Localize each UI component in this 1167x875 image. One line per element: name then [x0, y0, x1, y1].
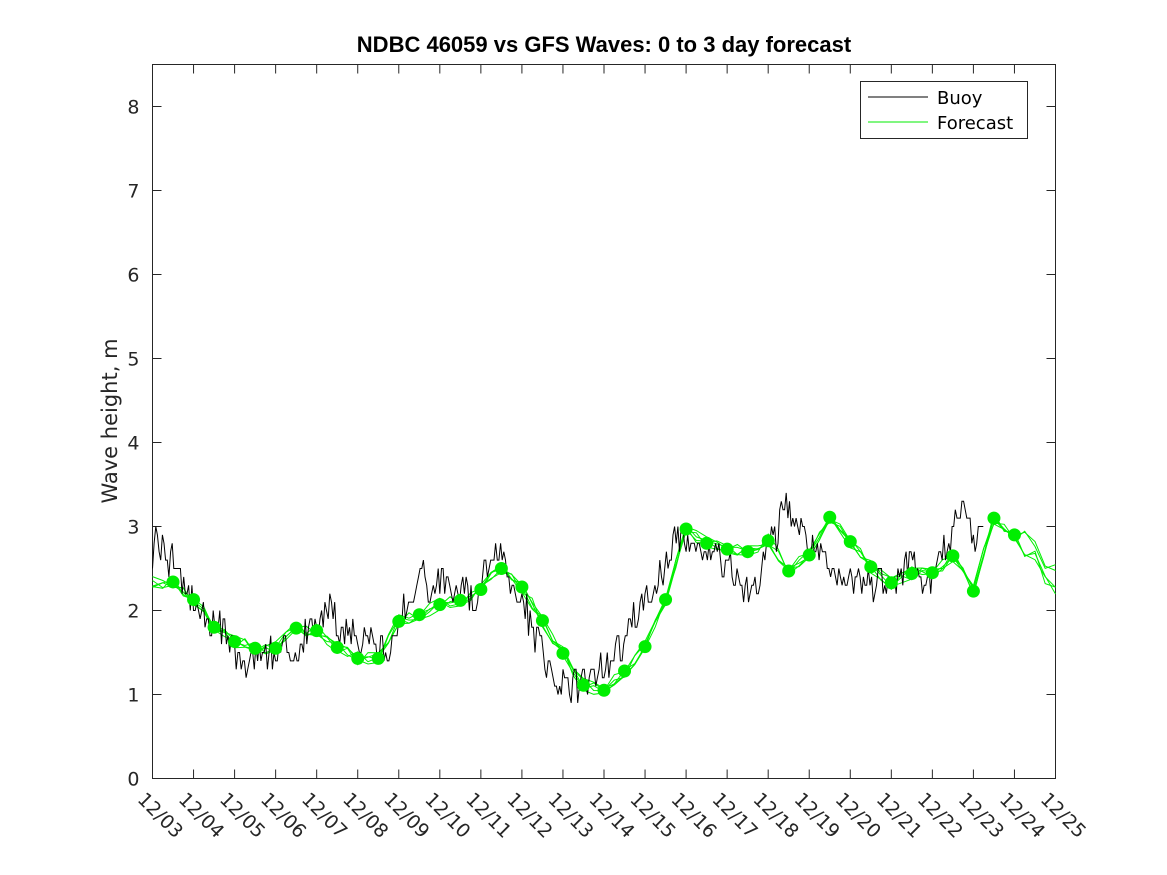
- x-tick-labels: 12/0312/0412/0512/0612/0712/0812/0912/10…: [133, 788, 1090, 842]
- forecast-point-32: [823, 510, 837, 524]
- x-tick-label-13: 12/16: [667, 788, 721, 842]
- x-tick-label-7: 12/10: [420, 788, 474, 842]
- y-tick-label-1: 1: [127, 685, 139, 707]
- legend: Buoy Forecast: [860, 81, 1028, 139]
- y-tick-label-6: 6: [127, 265, 139, 287]
- forecast-point-12: [412, 608, 426, 622]
- forecast-point-9: [351, 651, 365, 665]
- forecast-point-28: [741, 545, 755, 559]
- forecast-point-25: [679, 522, 693, 536]
- forecast-point-41: [1007, 528, 1021, 542]
- forecast-point-24: [659, 593, 673, 607]
- forecast-point-3: [228, 635, 242, 649]
- x-tick-label-5: 12/08: [338, 788, 392, 842]
- plot-area: [152, 64, 1056, 779]
- forecast-point-13: [433, 598, 447, 612]
- x-tick-label-9: 12/12: [502, 788, 556, 842]
- axis-ticks: [152, 64, 1056, 779]
- buoy-series: [152, 492, 984, 703]
- y-tick-label-4: 4: [127, 433, 139, 455]
- forecast-point-38: [946, 549, 960, 563]
- forecast-markers: [166, 510, 1021, 697]
- forecast-point-18: [535, 614, 549, 628]
- y-tick-label-3: 3: [127, 517, 139, 539]
- x-tick-label-17: 12/20: [831, 788, 885, 842]
- x-tick-label-6: 12/09: [379, 788, 433, 842]
- x-tick-label-10: 12/13: [543, 788, 597, 842]
- forecast-point-21: [597, 683, 611, 697]
- forecast-point-16: [494, 562, 508, 575]
- forecast-point-33: [843, 535, 857, 549]
- x-tick-label-3: 12/06: [256, 788, 310, 842]
- forecast-point-34: [864, 560, 878, 574]
- forecast-point-1: [187, 593, 201, 607]
- forecast-point-7: [310, 624, 324, 638]
- x-tick-label-11: 12/14: [584, 788, 638, 842]
- forecast-point-36: [905, 567, 919, 581]
- forecast-point-2: [207, 620, 221, 634]
- y-tick-labels: 0 1 2 3 4 5 6 7 8: [127, 97, 139, 791]
- forecast-point-29: [761, 534, 775, 548]
- forecast-point-35: [884, 576, 898, 590]
- x-tick-label-21: 12/24: [995, 788, 1049, 842]
- forecast-point-39: [966, 584, 980, 598]
- forecast-point-27: [720, 542, 734, 556]
- forecast-point-37: [925, 566, 939, 580]
- chart-title: NDBC 46059 vs GFS Waves: 0 to 3 day fore…: [357, 32, 852, 57]
- x-tick-label-15: 12/18: [749, 788, 803, 842]
- y-tick-label-0: 0: [127, 769, 139, 791]
- forecast-point-31: [802, 548, 816, 562]
- forecast-point-10: [371, 651, 385, 665]
- legend-box: [860, 81, 1028, 139]
- y-tick-label-8: 8: [127, 97, 139, 119]
- forecast-point-15: [474, 583, 488, 596]
- x-tick-label-0: 12/03: [133, 788, 187, 842]
- x-tick-label-2: 12/05: [215, 788, 269, 842]
- forecast-point-14: [453, 593, 467, 607]
- forecast-point-23: [638, 640, 652, 654]
- x-tick-label-4: 12/07: [297, 788, 351, 842]
- x-tick-label-14: 12/17: [708, 788, 762, 842]
- x-tick-label-22: 12/25: [1036, 788, 1090, 842]
- forecast-point-6: [289, 621, 303, 635]
- forecast-point-8: [330, 640, 344, 654]
- x-tick-label-12: 12/15: [626, 788, 680, 842]
- forecast-point-4: [248, 641, 262, 655]
- x-tick-label-18: 12/21: [872, 788, 926, 842]
- legend-forecast-label: Forecast: [937, 113, 1013, 134]
- y-tick-label-7: 7: [127, 181, 139, 203]
- x-tick-label-19: 12/22: [913, 788, 967, 842]
- forecast-point-5: [269, 641, 283, 655]
- legend-buoy-label: Buoy: [937, 88, 983, 109]
- buoy-line: [152, 492, 984, 703]
- y-tick-label-5: 5: [127, 349, 139, 371]
- y-axis-label: Wave height, m: [98, 338, 122, 503]
- x-tick-label-8: 12/11: [461, 788, 515, 842]
- x-tick-label-20: 12/23: [954, 788, 1008, 842]
- forecast-point-40: [987, 511, 1001, 525]
- forecast-point-30: [782, 564, 796, 578]
- forecast-point-17: [515, 580, 529, 594]
- x-tick-label-1: 12/04: [174, 788, 228, 842]
- forecast-point-26: [700, 536, 714, 550]
- forecast-point-11: [392, 614, 406, 628]
- forecast-point-19: [556, 646, 570, 660]
- forecast-point-0: [166, 575, 180, 589]
- forecast-point-20: [576, 678, 590, 692]
- y-tick-label-2: 2: [127, 601, 139, 623]
- forecast-point-22: [618, 664, 632, 678]
- x-tick-label-16: 12/19: [790, 788, 844, 842]
